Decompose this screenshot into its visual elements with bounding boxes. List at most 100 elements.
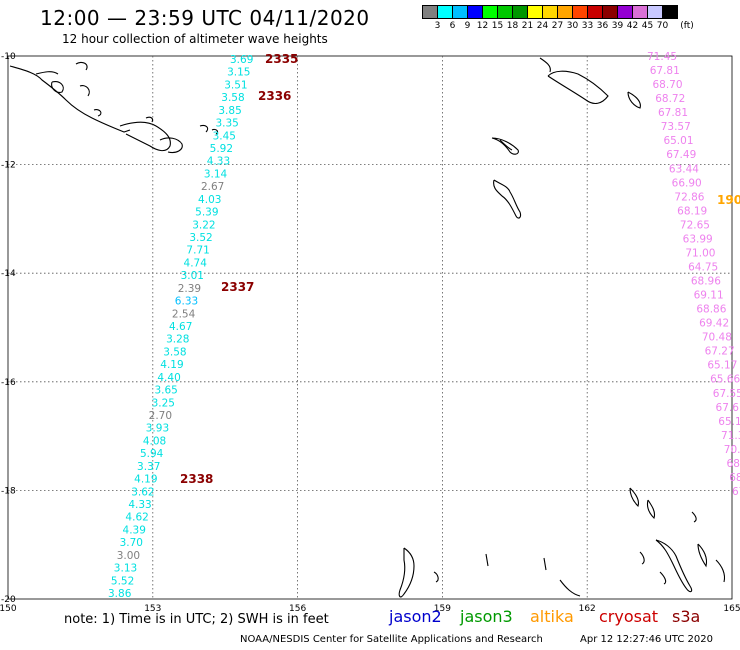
lat-tick-label: -16 (1, 378, 16, 388)
swh-value: 63.99 (683, 233, 713, 245)
swh-value: 69.11 (694, 290, 724, 302)
swh-value: 68.96 (691, 276, 721, 288)
mission-label: jason2 (389, 607, 442, 626)
swh-value: 4.62 (125, 512, 148, 524)
swh-value: 68.70 (652, 79, 682, 91)
timestamp: Apr 12 12:27:46 UTC 2020 (580, 634, 713, 645)
legend-swatch (662, 5, 678, 19)
mission-label: altika (530, 607, 574, 626)
swh-value: 67.55 (713, 388, 740, 400)
coastline (9, 57, 726, 598)
pass-label: 2338 (180, 472, 213, 486)
swh-value: 3.65 (154, 385, 177, 397)
lat-lon-grid: 150 153 156 159 162 165 -10 -12 -14 -16 -18 -20 (0, 52, 740, 614)
mission-label: jason3 (460, 607, 513, 626)
swh-value: 69.42 (699, 318, 729, 330)
swh-value: 68 (727, 458, 740, 470)
swh-value: 3.28 (166, 334, 189, 346)
legend-tick: 27 (551, 21, 564, 31)
swh-value: 3.70 (120, 537, 143, 549)
swh-value: 73.57 (661, 121, 691, 133)
swh-value: 3.14 (204, 168, 228, 180)
swh-value: 65.01 (663, 135, 693, 147)
swh-value: 65.17 (707, 360, 737, 372)
swh-value: 4.39 (123, 524, 146, 536)
swh-value: 67.49 (666, 149, 696, 161)
legend-swatches (422, 5, 678, 19)
swh-value: 67.27 (705, 346, 735, 358)
swh-value: 68 (729, 472, 740, 484)
swh-value: 4.08 (143, 435, 166, 447)
swh-value: 2.67 (201, 181, 224, 193)
color-legend: 3 6 9 12 15 18 21 24 27 30 33 36 39 42 45 70 (ft) (422, 5, 694, 31)
swh-value: 67.81 (650, 65, 680, 77)
swh-value: 64.75 (688, 261, 718, 273)
swh-value: 4.19 (134, 474, 157, 486)
lon-tick-label: 159 (434, 604, 451, 614)
legend-tick: 9 (464, 21, 471, 31)
pass-label: 2336 (258, 89, 291, 103)
swh-value: 3.69 (230, 54, 253, 66)
swh-value: 4.33 (207, 156, 230, 168)
swh-labels: 3.693.153.513.583.853.353.455.924.333.14… (108, 51, 740, 600)
lon-tick-label: 162 (579, 604, 596, 614)
swh-value: 5.52 (111, 575, 134, 587)
swh-value: 71.00 (685, 247, 715, 259)
legend-tick: 6 (449, 21, 456, 31)
footnote: note: 1) Time is in UTC; 2) SWH is in fe… (64, 612, 329, 627)
mission-label: s3a (672, 607, 701, 626)
legend-tick: 39 (611, 21, 624, 31)
swh-value: 3.35 (215, 118, 238, 130)
swh-value: 4.40 (157, 372, 180, 384)
swh-value: 3.86 (108, 588, 132, 600)
swh-value: 72.86 (674, 191, 704, 203)
lat-tick-label: -20 (1, 595, 16, 605)
lon-tick-label: 153 (144, 604, 161, 614)
lon-tick-label: 150 (0, 604, 17, 614)
page-subtitle: 12 hour collection of altimeter wave hei… (62, 32, 328, 46)
swh-value: 7.71 (186, 245, 209, 257)
legend-tick: 36 (596, 21, 609, 31)
swh-value: 68.86 (696, 304, 726, 316)
lat-tick-label: -18 (1, 486, 16, 496)
lat-tick-label: -14 (1, 269, 16, 279)
lon-tick-label: 165 (723, 604, 740, 614)
swh-value: 3.58 (221, 92, 244, 104)
legend-tick: 12 (476, 21, 489, 31)
swh-value: 3.37 (137, 461, 160, 473)
swh-value: 2.70 (149, 410, 172, 422)
lon-tick-label: 156 (289, 604, 306, 614)
swh-value: 5.94 (140, 448, 164, 460)
swh-value: 68.72 (655, 93, 685, 105)
swh-value: 63.44 (669, 163, 699, 175)
swh-value: 65.66 (710, 374, 740, 386)
swh-value: 3.15 (227, 67, 250, 79)
pass-label: 2335 (265, 52, 298, 66)
swh-value: 5.92 (210, 143, 233, 155)
swh-value: 72.65 (680, 219, 710, 231)
swh-value: 6.33 (175, 296, 198, 308)
swh-value: 3.22 (192, 219, 215, 231)
legend-tick: 18 (506, 21, 519, 31)
swh-value: 3.85 (218, 105, 241, 117)
swh-value: 3.01 (181, 270, 204, 282)
swh-value: 3.51 (224, 79, 247, 91)
swh-value: 3.13 (114, 563, 137, 575)
lat-tick-label: -12 (1, 161, 16, 171)
legend-tick: 24 (536, 21, 549, 31)
swh-value: 4.03 (198, 194, 221, 206)
mission-label: cryosat (599, 607, 659, 626)
swh-value: 2.39 (178, 283, 201, 295)
swh-value: 2.54 (172, 308, 196, 320)
legend-unit: (ft) (680, 21, 694, 31)
page-title: 12:00 — 23:59 UTC 04/11/2020 (40, 6, 370, 30)
map-frame (7, 55, 733, 600)
swh-value: 3.52 (189, 232, 212, 244)
swh-value: 65.1 (718, 416, 740, 428)
swh-value: 4.33 (128, 499, 151, 511)
swh-value: 3.00 (117, 550, 140, 562)
legend-tick: 70 (656, 21, 669, 31)
pass-label: 2337 (221, 280, 254, 294)
legend-tick: 33 (581, 21, 594, 31)
